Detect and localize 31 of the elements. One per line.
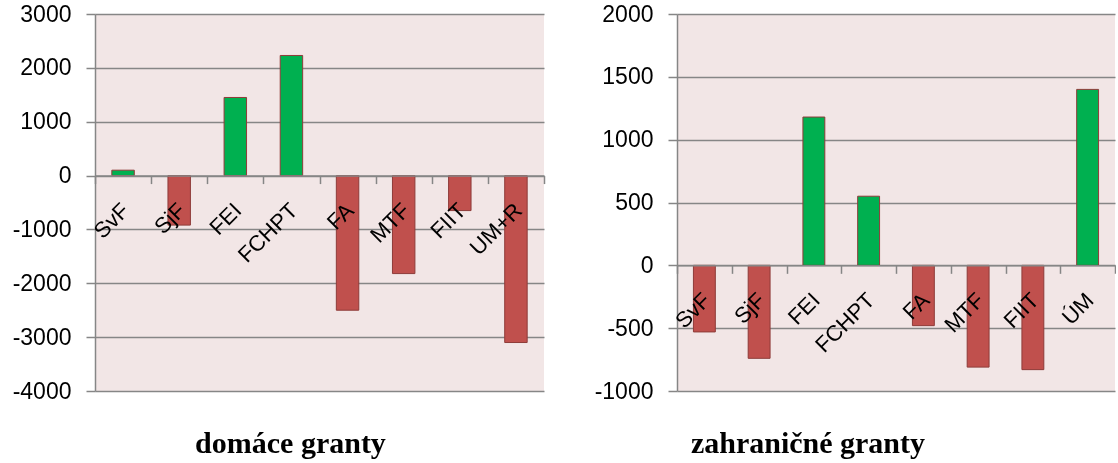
y-tick-label: 1000 [20,108,72,135]
x-tick-label: ÚM [1056,287,1099,330]
x-tick-label: SvF [670,287,716,333]
y-tick-label: -3000 [12,323,72,350]
x-tick-label: FA [321,197,359,235]
y-tick-label: -4000 [12,377,72,404]
y-tick-label: -500 [607,314,654,341]
bar [279,54,304,177]
bar [802,116,826,266]
bar [223,96,248,177]
x-tick-label: SvF [88,197,135,244]
text: zahraničné granty [690,426,926,459]
y-tick-label: 500 [615,189,654,215]
x-tick-label: FIIT [425,197,471,244]
y-tick-label: 1000 [602,126,654,153]
y-tick-label: -1000 [594,377,654,404]
y-tick-label: -1000 [12,215,72,242]
bar [1076,88,1100,266]
x-tick-label: FA [897,287,935,325]
y-tick-label: 1500 [602,63,654,90]
bar [857,195,881,266]
y-tick-label: 3000 [20,0,72,27]
y-tick-label: 0 [58,162,72,189]
y-tick-label: 0 [640,251,654,278]
y-tick-label: -2000 [12,269,72,296]
x-tick-label: SjF [729,287,771,329]
x-tick-label: SjF [149,197,191,239]
text: domáce granty [195,426,386,459]
x-tick-label: FIIT [998,287,1044,333]
y-tick-label: 2000 [20,54,72,81]
y-tick-label: 2000 [602,0,654,27]
